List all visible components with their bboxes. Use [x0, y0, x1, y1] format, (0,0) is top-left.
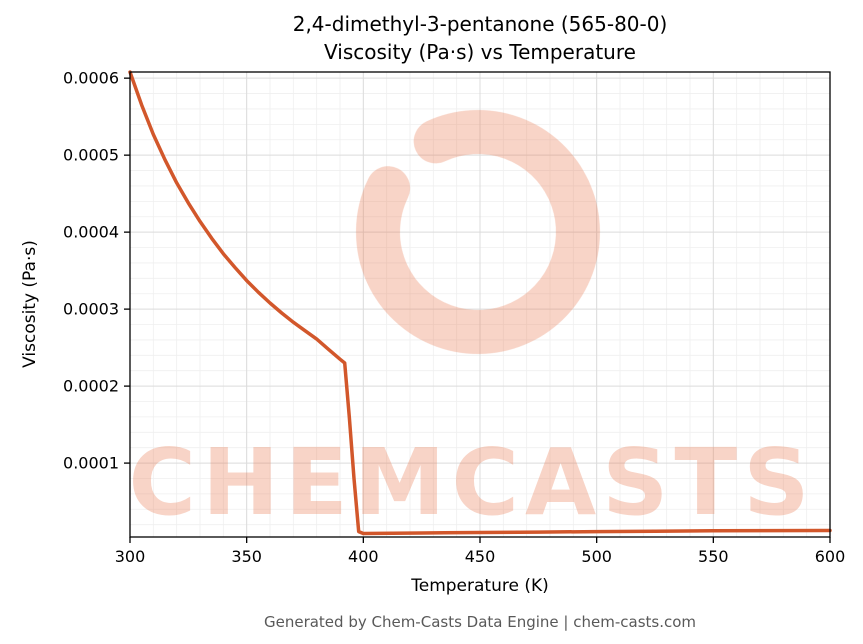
tick-labels: 300 350 400 450 500 550 600 0.0001 0.0002 0.0003 0…	[63, 69, 845, 566]
y-tick-label: 0.0002	[63, 377, 119, 396]
watermark-text: CHEMCASTS	[129, 429, 816, 536]
chart-title-line1: 2,4-dimethyl-3-pentanone (565-80-0)	[292, 12, 668, 36]
footer-caption: Generated by Chem-Casts Data Engine | ch…	[263, 613, 697, 631]
x-tick-label: 600	[815, 547, 846, 566]
y-tick-label: 0.0004	[63, 223, 119, 242]
x-tick-label: 500	[581, 547, 612, 566]
x-tick-label: 450	[465, 547, 496, 566]
y-tick-label: 0.0003	[63, 300, 119, 319]
chart-title: 2,4-dimethyl-3-pentanone (565-80-0) Visc…	[293, 10, 668, 66]
tick-marks	[124, 77, 831, 543]
x-tick-label: 350	[231, 547, 262, 566]
watermark: CHEMCASTS	[129, 110, 816, 536]
y-tick-label: 0.0001	[63, 454, 119, 473]
x-tick-label: 550	[698, 547, 729, 566]
x-tick-label: 400	[348, 547, 379, 566]
viscosity-line	[128, 70, 832, 536]
y-tick-label: 0.0006	[63, 69, 119, 88]
x-axis-label: Temperature (K)	[411, 576, 549, 596]
grid-major	[129, 72, 831, 537]
x-tick-label: 300	[115, 547, 146, 566]
chart-title-line2: Viscosity (Pa·s) vs Temperature	[324, 40, 636, 64]
watermark-ring-icon	[356, 110, 600, 354]
y-tick-label: 0.0005	[63, 146, 119, 165]
